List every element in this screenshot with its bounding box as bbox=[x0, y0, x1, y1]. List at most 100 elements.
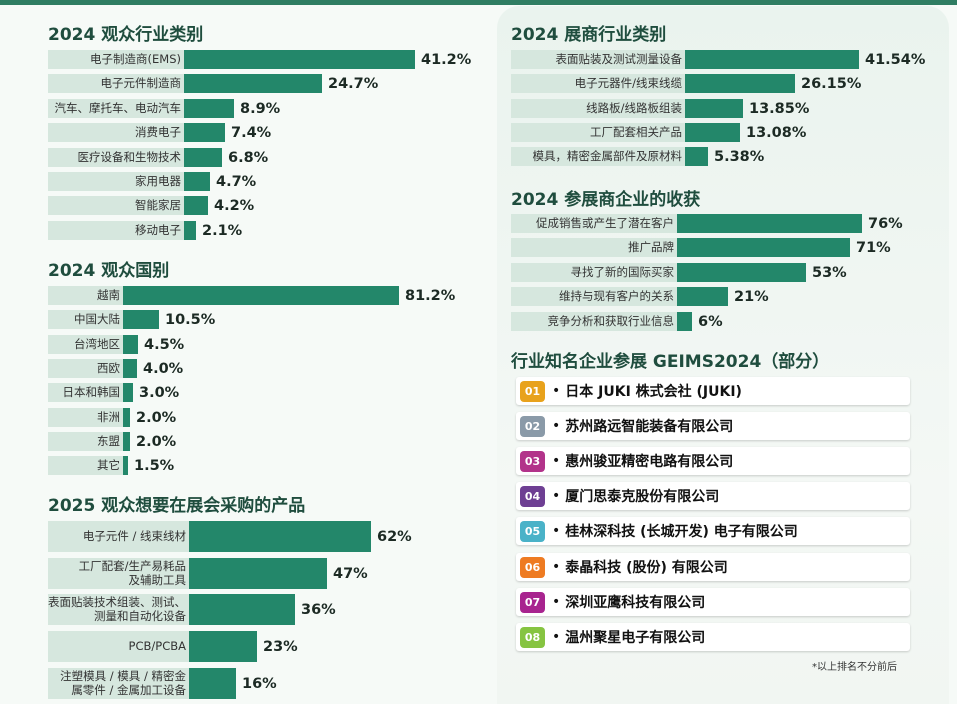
value-label: 36% bbox=[301, 601, 336, 618]
value-label: 8.9% bbox=[240, 100, 281, 117]
companies-section-title: 行业知名企业参展 GEIMS2024（部分） bbox=[511, 352, 830, 372]
category-label: 电子元件 / 线束线材 bbox=[48, 521, 189, 552]
bullet-icon: • bbox=[552, 418, 561, 434]
exhibitor-industry-bar-row: 表面贴装及测试测量设备 41.54% bbox=[511, 50, 925, 69]
bullet-icon: • bbox=[552, 594, 561, 610]
audience-industry-bar-row: 移动电子 2.1% bbox=[48, 221, 242, 240]
value-label: 13.08% bbox=[746, 124, 807, 141]
exhibitor-industry-bar-row: 电子元器件/线束线缆 26.15% bbox=[511, 74, 861, 93]
category-label: 日本和韩国 bbox=[48, 383, 123, 402]
value-label: 47% bbox=[333, 565, 368, 582]
company-item: 01 • 日本 JUKI 株式会社 (JUKI) bbox=[516, 377, 910, 405]
company-name: 温州聚星电子有限公司 bbox=[565, 630, 706, 646]
bar bbox=[189, 594, 295, 625]
value-label: 23% bbox=[263, 638, 298, 655]
value-label: 4.5% bbox=[144, 336, 185, 353]
audience-country-bar-row: 西欧 4.0% bbox=[48, 359, 183, 378]
category-label: 促成销售或产生了潜在客户 bbox=[511, 214, 677, 233]
bullet-icon: • bbox=[552, 559, 561, 575]
category-label: 消费电子 bbox=[48, 123, 184, 142]
category-label: 中国大陆 bbox=[48, 310, 123, 329]
value-label: 1.5% bbox=[134, 457, 175, 474]
company-number-badge: 08 bbox=[520, 626, 545, 648]
exhibitor-gains-bar-row: 寻找了新的国际买家 53% bbox=[511, 263, 847, 282]
bar bbox=[184, 148, 222, 167]
category-label: 东盟 bbox=[48, 432, 123, 451]
value-label: 16% bbox=[242, 675, 277, 692]
value-label: 41.2% bbox=[421, 51, 472, 68]
value-label: 10.5% bbox=[165, 311, 216, 328]
bar bbox=[189, 558, 327, 589]
category-label: 医疗设备和生物技术 bbox=[48, 148, 184, 167]
audience-country-bar-row: 中国大陆 10.5% bbox=[48, 310, 215, 329]
bar bbox=[677, 238, 850, 257]
bar bbox=[123, 310, 159, 329]
company-name: 深圳亚鹰科技有限公司 bbox=[565, 595, 706, 611]
bar bbox=[123, 383, 133, 402]
bullet-icon: • bbox=[552, 523, 561, 539]
purchase-products-bar-row: 电子元件 / 线束线材 62% bbox=[48, 521, 412, 552]
category-label: 台湾地区 bbox=[48, 335, 123, 354]
category-label: 工厂配套/生产易耗品 及辅助工具 bbox=[48, 558, 189, 589]
audience-country-chart-title: 2024 观众国别 bbox=[48, 261, 170, 281]
category-label: 西欧 bbox=[48, 359, 123, 378]
category-label: 电子制造商(EMS) bbox=[48, 50, 184, 69]
category-label: PCB/PCBA bbox=[48, 631, 189, 662]
company-number-badge: 06 bbox=[520, 556, 545, 578]
company-item: 04 • 厦门思泰克股份有限公司 bbox=[516, 482, 910, 510]
bar bbox=[184, 221, 196, 240]
value-label: 2.0% bbox=[136, 409, 177, 426]
bar bbox=[685, 74, 795, 93]
purchase-products-bar-row: 工厂配套/生产易耗品 及辅助工具 47% bbox=[48, 558, 368, 589]
audience-industry-chart-title: 2024 观众行业类别 bbox=[48, 25, 204, 45]
category-label: 越南 bbox=[48, 286, 123, 305]
value-label: 53% bbox=[812, 264, 847, 281]
bar bbox=[123, 408, 130, 427]
bar bbox=[184, 196, 208, 215]
company-item: 08 • 温州聚星电子有限公司 bbox=[516, 623, 910, 651]
bar bbox=[685, 123, 740, 142]
value-label: 2.0% bbox=[136, 433, 177, 450]
bullet-icon: • bbox=[552, 453, 561, 469]
category-label: 线路板/线路板组装 bbox=[511, 99, 685, 118]
company-number-badge: 01 bbox=[520, 380, 545, 402]
company-name: 苏州路远智能装备有限公司 bbox=[565, 419, 734, 435]
bar bbox=[685, 50, 859, 69]
company-name: 厦门思泰克股份有限公司 bbox=[565, 489, 720, 505]
audience-industry-bar-row: 电子元件制造商 24.7% bbox=[48, 74, 378, 93]
company-number-badge: 07 bbox=[520, 591, 545, 613]
category-label: 竞争分析和获取行业信息 bbox=[511, 312, 677, 331]
category-label: 电子元器件/线束线缆 bbox=[511, 74, 685, 93]
company-item: 05 • 桂林深科技 (长城开发) 电子有限公司 bbox=[516, 517, 910, 545]
audience-country-bar-row: 其它 1.5% bbox=[48, 456, 174, 475]
audience-industry-bar-row: 医疗设备和生物技术 6.8% bbox=[48, 148, 268, 167]
audience-industry-bar-row: 家用电器 4.7% bbox=[48, 172, 256, 191]
company-item: 02 • 苏州路远智能装备有限公司 bbox=[516, 412, 910, 440]
value-label: 26.15% bbox=[801, 75, 862, 92]
category-label: 移动电子 bbox=[48, 221, 184, 240]
bar bbox=[184, 172, 210, 191]
company-item: 03 • 惠州骏亚精密电路有限公司 bbox=[516, 447, 910, 475]
exhibitor-gains-chart-title: 2024 参展商企业的收获 bbox=[511, 190, 701, 210]
company-number-badge: 04 bbox=[520, 485, 545, 507]
bar bbox=[123, 456, 128, 475]
value-label: 24.7% bbox=[328, 75, 379, 92]
value-label: 71% bbox=[856, 239, 891, 256]
audience-industry-bar-row: 汽车、摩托车、电动汽车 8.9% bbox=[48, 99, 280, 118]
bar bbox=[677, 263, 806, 282]
value-label: 4.0% bbox=[143, 360, 184, 377]
bar bbox=[677, 214, 862, 233]
audience-industry-bar-row: 智能家居 4.2% bbox=[48, 196, 254, 215]
bullet-icon: • bbox=[552, 488, 561, 504]
purchase-products-bar-row: 注塑模具 / 模具 / 精密金 属零件 / 金属加工设备 16% bbox=[48, 668, 277, 699]
value-label: 6% bbox=[698, 313, 723, 330]
footnote: *以上排名不分前后 bbox=[812, 662, 897, 673]
bar bbox=[184, 50, 415, 69]
right-panel-background bbox=[497, 6, 949, 704]
value-label: 6.8% bbox=[228, 149, 269, 166]
category-label: 其它 bbox=[48, 456, 123, 475]
bar bbox=[123, 335, 138, 354]
exhibitor-gains-bar-row: 竞争分析和获取行业信息 6% bbox=[511, 312, 723, 331]
value-label: 7.4% bbox=[231, 124, 272, 141]
company-number-badge: 02 bbox=[520, 415, 545, 437]
